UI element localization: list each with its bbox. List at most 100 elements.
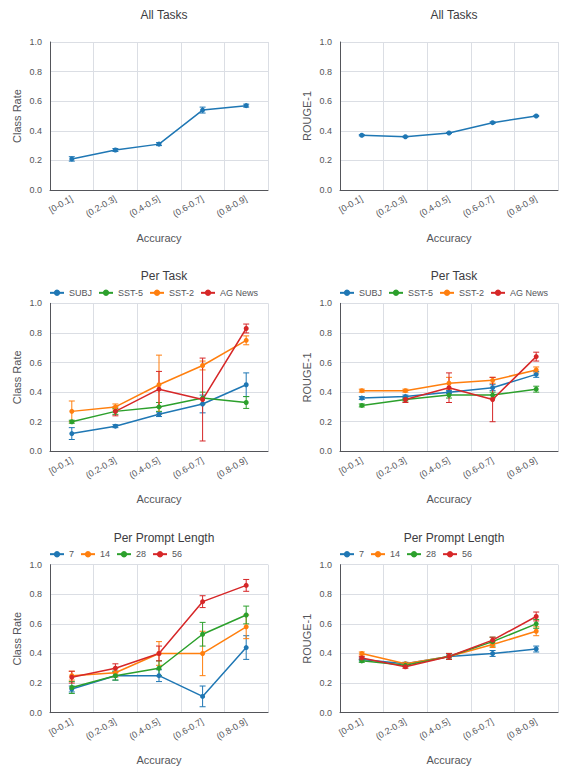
svg-text:0.4: 0.4 <box>319 387 332 397</box>
svg-text:AG News: AG News <box>510 288 549 298</box>
svg-text:(0.8-0.9]: (0.8-0.9] <box>505 716 539 741</box>
svg-text:AG News: AG News <box>220 288 259 298</box>
svg-text:14: 14 <box>100 549 110 559</box>
svg-text:[0-0.1]: [0-0.1] <box>337 716 364 737</box>
svg-text:0.6: 0.6 <box>319 619 332 629</box>
svg-text:0.4: 0.4 <box>29 126 42 136</box>
svg-text:Accuracy: Accuracy <box>136 754 182 766</box>
svg-text:(0.4-0.5]: (0.4-0.5] <box>418 716 452 741</box>
svg-text:1.0: 1.0 <box>29 298 42 308</box>
svg-text:0.2: 0.2 <box>319 155 332 165</box>
svg-text:ROUGE-1: ROUGE-1 <box>301 91 313 141</box>
svg-text:0.8: 0.8 <box>29 67 42 77</box>
svg-text:28: 28 <box>136 549 146 559</box>
svg-text:(0.8-0.9]: (0.8-0.9] <box>215 194 249 219</box>
svg-text:0.4: 0.4 <box>319 648 332 658</box>
svg-text:(0.8-0.9]: (0.8-0.9] <box>505 194 539 219</box>
svg-text:0.6: 0.6 <box>29 96 42 106</box>
svg-text:Per Task: Per Task <box>141 269 188 283</box>
svg-text:7: 7 <box>69 549 74 559</box>
svg-text:SST-5: SST-5 <box>118 288 143 298</box>
svg-text:(0.2-0.3]: (0.2-0.3] <box>84 194 118 219</box>
svg-text:(0.6-0.7]: (0.6-0.7] <box>171 716 205 741</box>
svg-text:0.6: 0.6 <box>29 619 42 629</box>
svg-text:(0.8-0.9]: (0.8-0.9] <box>215 455 249 480</box>
svg-text:(0.4-0.5]: (0.4-0.5] <box>128 455 162 480</box>
svg-text:28: 28 <box>426 549 436 559</box>
svg-text:SUBJ: SUBJ <box>359 288 382 298</box>
svg-text:(0.6-0.7]: (0.6-0.7] <box>461 194 495 219</box>
svg-text:[0-0.1]: [0-0.1] <box>47 194 74 215</box>
svg-text:[0-0.1]: [0-0.1] <box>337 194 364 215</box>
svg-text:0.2: 0.2 <box>29 678 42 688</box>
svg-text:0.6: 0.6 <box>319 358 332 368</box>
svg-text:0.2: 0.2 <box>319 417 332 427</box>
svg-text:Per Task: Per Task <box>431 269 478 283</box>
svg-text:(0.4-0.5]: (0.4-0.5] <box>128 716 162 741</box>
svg-text:Per Prompt Length: Per Prompt Length <box>114 531 215 545</box>
svg-text:(0.4-0.5]: (0.4-0.5] <box>128 194 162 219</box>
svg-text:0.8: 0.8 <box>29 328 42 338</box>
svg-text:Accuracy: Accuracy <box>426 493 472 505</box>
svg-text:All Tasks: All Tasks <box>140 8 187 22</box>
svg-text:0.0: 0.0 <box>319 446 332 456</box>
svg-text:0.0: 0.0 <box>29 446 42 456</box>
svg-text:Accuracy: Accuracy <box>426 754 472 766</box>
svg-text:Class Rate: Class Rate <box>11 89 23 143</box>
svg-text:ROUGE-1: ROUGE-1 <box>301 614 313 664</box>
svg-text:0.2: 0.2 <box>319 678 332 688</box>
svg-text:0.0: 0.0 <box>319 708 332 718</box>
svg-text:14: 14 <box>390 549 400 559</box>
svg-text:0.8: 0.8 <box>319 67 332 77</box>
svg-text:(0.2-0.3]: (0.2-0.3] <box>374 716 408 741</box>
svg-text:0.2: 0.2 <box>29 155 42 165</box>
svg-text:All Tasks: All Tasks <box>430 8 477 22</box>
svg-text:0.8: 0.8 <box>319 328 332 338</box>
svg-text:0.2: 0.2 <box>29 417 42 427</box>
svg-text:0.8: 0.8 <box>29 589 42 599</box>
svg-text:0.6: 0.6 <box>319 96 332 106</box>
svg-text:Class Rate: Class Rate <box>11 350 23 404</box>
svg-text:(0.4-0.5]: (0.4-0.5] <box>418 455 452 480</box>
svg-text:0.6: 0.6 <box>29 358 42 368</box>
svg-text:0.0: 0.0 <box>29 185 42 195</box>
svg-text:[0-0.1]: [0-0.1] <box>47 455 74 476</box>
svg-text:0.0: 0.0 <box>319 185 332 195</box>
svg-text:SUBJ: SUBJ <box>69 288 92 298</box>
svg-text:0.4: 0.4 <box>29 387 42 397</box>
svg-text:1.0: 1.0 <box>319 560 332 570</box>
svg-text:7: 7 <box>359 549 364 559</box>
svg-text:(0.6-0.7]: (0.6-0.7] <box>461 455 495 480</box>
svg-text:0.0: 0.0 <box>29 708 42 718</box>
svg-text:Class Rate: Class Rate <box>11 612 23 666</box>
svg-text:(0.2-0.3]: (0.2-0.3] <box>374 455 408 480</box>
svg-text:(0.2-0.3]: (0.2-0.3] <box>84 716 118 741</box>
svg-text:0.4: 0.4 <box>29 648 42 658</box>
svg-text:1.0: 1.0 <box>319 37 332 47</box>
svg-text:(0.4-0.5]: (0.4-0.5] <box>418 194 452 219</box>
svg-text:(0.6-0.7]: (0.6-0.7] <box>171 194 205 219</box>
svg-text:(0.8-0.9]: (0.8-0.9] <box>505 455 539 480</box>
svg-text:0.8: 0.8 <box>319 589 332 599</box>
svg-text:[0-0.1]: [0-0.1] <box>47 716 74 737</box>
svg-text:(0.2-0.3]: (0.2-0.3] <box>374 194 408 219</box>
svg-text:ROUGE-1: ROUGE-1 <box>301 352 313 402</box>
svg-text:Accuracy: Accuracy <box>136 493 182 505</box>
svg-text:(0.6-0.7]: (0.6-0.7] <box>171 455 205 480</box>
svg-text:0.4: 0.4 <box>319 126 332 136</box>
svg-text:SST-5: SST-5 <box>408 288 433 298</box>
svg-text:Accuracy: Accuracy <box>426 232 472 244</box>
svg-text:[0-0.1]: [0-0.1] <box>337 455 364 476</box>
svg-text:Per Prompt Length: Per Prompt Length <box>404 531 505 545</box>
svg-text:1.0: 1.0 <box>29 37 42 47</box>
svg-text:1.0: 1.0 <box>319 298 332 308</box>
svg-text:SST-2: SST-2 <box>169 288 194 298</box>
svg-text:(0.8-0.9]: (0.8-0.9] <box>215 716 249 741</box>
svg-text:1.0: 1.0 <box>29 560 42 570</box>
svg-text:(0.2-0.3]: (0.2-0.3] <box>84 455 118 480</box>
svg-text:SST-2: SST-2 <box>459 288 484 298</box>
svg-text:56: 56 <box>172 549 182 559</box>
svg-text:56: 56 <box>462 549 472 559</box>
svg-text:Accuracy: Accuracy <box>136 232 182 244</box>
svg-text:(0.6-0.7]: (0.6-0.7] <box>461 716 495 741</box>
